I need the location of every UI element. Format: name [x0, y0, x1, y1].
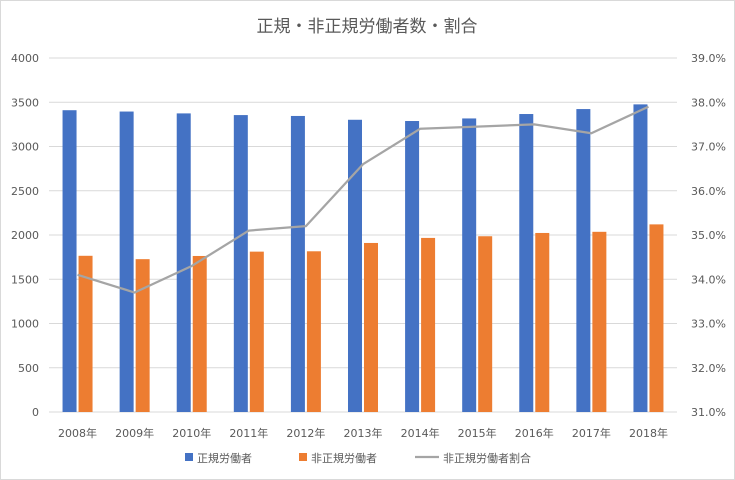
- line-series: [77, 105, 649, 294]
- y-tick-label: 3500: [11, 96, 39, 109]
- bar-nonregular: [535, 232, 550, 412]
- y-tick-label: 2000: [11, 229, 39, 242]
- y2-tick-label: 37.0%: [691, 141, 726, 154]
- x-tick-label: 2010年: [172, 426, 211, 440]
- y2-tick-label: 38.0%: [691, 96, 726, 109]
- y2-tick-label: 32.0%: [691, 362, 726, 375]
- legend-swatch: [299, 453, 307, 461]
- bar-nonregular: [192, 255, 207, 412]
- bar-series: [62, 104, 664, 413]
- x-tick-label: 2008年: [58, 426, 97, 440]
- x-tick-label: 2009年: [115, 426, 154, 440]
- bar-regular: [405, 121, 420, 413]
- x-tick-label: 2011年: [229, 426, 268, 440]
- bar-nonregular: [249, 251, 264, 412]
- bar-regular: [62, 110, 77, 412]
- x-tick-label: 2014年: [401, 426, 440, 440]
- y-tick-label: 500: [18, 362, 39, 375]
- bar-regular: [176, 113, 191, 412]
- bar-regular: [119, 111, 134, 412]
- x-tick-label: 2012年: [286, 426, 325, 440]
- y2-tick-label: 36.0%: [691, 185, 726, 198]
- y2-tick-label: 39.0%: [691, 52, 726, 65]
- y-tick-label: 3000: [11, 141, 39, 154]
- bar-nonregular: [306, 251, 321, 412]
- x-tick-label: 2018年: [629, 426, 668, 440]
- y-tick-label: 1500: [11, 273, 39, 286]
- legend-swatch: [185, 453, 193, 461]
- chart-title: 正規・非正規労働者数・割合: [257, 17, 478, 37]
- grid-lines: [49, 57, 677, 413]
- bar-regular: [519, 114, 534, 412]
- y-tick-label: 0: [32, 406, 39, 419]
- bar-nonregular: [592, 231, 607, 412]
- y2-tick-label: 34.0%: [691, 273, 726, 286]
- ratio-line: [77, 105, 649, 294]
- legend: 正規労働者 非正規労働者 非正規労働者割合: [185, 451, 531, 465]
- bar-nonregular: [649, 224, 664, 412]
- y2-tick-label: 35.0%: [691, 229, 726, 242]
- bar-regular: [633, 104, 648, 413]
- x-tick-label: 2016年: [515, 426, 554, 440]
- x-tick-label: 2015年: [458, 426, 497, 440]
- y2-tick-label: 33.0%: [691, 318, 726, 331]
- bar-nonregular: [421, 237, 436, 412]
- bar-nonregular: [78, 255, 93, 412]
- y-tick-label: 1000: [11, 318, 39, 331]
- legend-label: 正規労働者: [197, 451, 252, 465]
- bar-regular: [348, 119, 362, 412]
- bar-regular: [290, 115, 305, 412]
- legend-label: 非正規労働者割合: [443, 451, 531, 465]
- legend-label: 非正規労働者: [311, 451, 377, 465]
- x-tick-label: 2017年: [572, 426, 611, 440]
- x-tick-label: 2013年: [344, 426, 383, 440]
- bar-regular: [233, 115, 248, 413]
- y2-tick-label: 31.0%: [691, 406, 726, 419]
- bar-regular: [576, 109, 591, 412]
- bar-nonregular: [364, 242, 378, 412]
- bar-nonregular: [478, 236, 493, 412]
- y-tick-label: 2500: [11, 185, 39, 198]
- bar-regular: [462, 118, 477, 413]
- bar-nonregular: [135, 259, 150, 412]
- y-tick-label: 4000: [11, 52, 39, 65]
- axis-labels: 0 500 1000 1500 2000 2500 3000 3500 4000 31.0% 32.…: [11, 52, 726, 440]
